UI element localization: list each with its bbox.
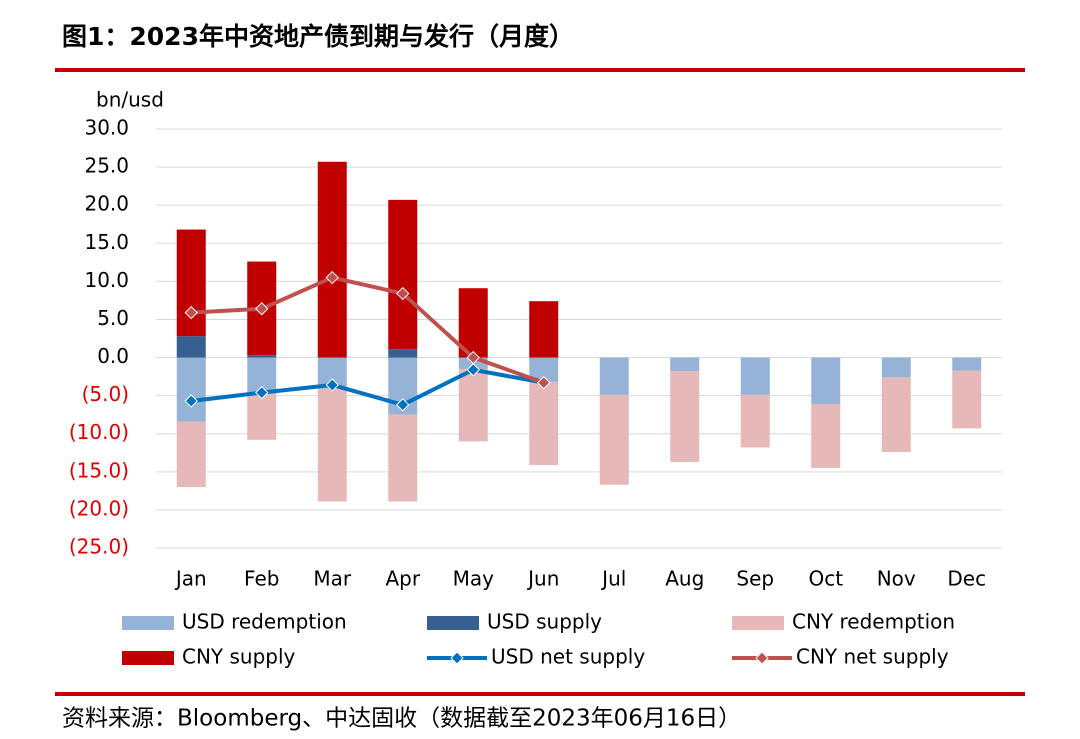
bar-segment bbox=[952, 357, 982, 371]
line-marker bbox=[466, 363, 480, 377]
x-tick-label: Jun bbox=[526, 567, 559, 591]
legend-swatch bbox=[427, 616, 479, 630]
y-tick-label: 15.0 bbox=[84, 230, 129, 254]
legend-label: CNY redemption bbox=[792, 610, 955, 634]
x-tick-label: May bbox=[453, 567, 495, 591]
y-tick-label: 5.0 bbox=[97, 306, 129, 330]
legend-swatch bbox=[122, 651, 174, 665]
x-tick-label: Jul bbox=[600, 567, 626, 591]
legend-label: CNY net supply bbox=[796, 645, 949, 669]
line-marker bbox=[184, 305, 198, 320]
line-marker bbox=[325, 270, 339, 285]
x-tick-label: Dec bbox=[947, 567, 986, 591]
bar-segment bbox=[599, 394, 629, 485]
chart-title: 图1：2023年中资地产债到期与发行（月度） bbox=[62, 22, 574, 51]
line-marker bbox=[396, 286, 410, 301]
y-axis-label: bn/usd bbox=[96, 88, 164, 112]
x-tick-label: Sep bbox=[736, 567, 774, 591]
bar-segment bbox=[388, 349, 418, 358]
legend-swatch bbox=[122, 616, 174, 630]
x-tick-label: Aug bbox=[665, 567, 704, 591]
bar-segment bbox=[458, 368, 488, 442]
bar-segment bbox=[952, 370, 982, 429]
line-marker bbox=[325, 378, 339, 392]
x-tick-label: Nov bbox=[877, 567, 916, 591]
bar-segment bbox=[176, 336, 206, 358]
bar-segment bbox=[176, 357, 206, 422]
legend-label: USD net supply bbox=[491, 645, 645, 669]
bar-segment bbox=[176, 421, 206, 488]
bar-segment bbox=[247, 392, 277, 440]
x-tick-label: Mar bbox=[313, 567, 352, 591]
series-line bbox=[191, 275, 545, 385]
legend-label: USD supply bbox=[487, 610, 602, 634]
bar-segment bbox=[811, 404, 841, 469]
y-tick-label: 0.0 bbox=[97, 344, 129, 368]
line-marker bbox=[255, 385, 269, 400]
y-tick-label: 25.0 bbox=[84, 154, 129, 178]
bar-segment bbox=[529, 301, 559, 358]
source-note: 资料来源：Bloomberg、中达固收（数据截至2023年06月16日） bbox=[62, 706, 741, 732]
x-tick-label: Feb bbox=[244, 567, 279, 591]
source-rule bbox=[55, 692, 1025, 696]
y-tick-label: (20.0) bbox=[69, 496, 129, 520]
line-marker bbox=[466, 350, 480, 365]
y-tick-label: (25.0) bbox=[69, 535, 129, 559]
bar-segment bbox=[388, 414, 418, 502]
y-tick-label: 20.0 bbox=[84, 192, 129, 216]
bar-segment bbox=[317, 161, 347, 358]
y-tick-label: 10.0 bbox=[84, 268, 129, 292]
bar-segment bbox=[740, 357, 770, 395]
legend-label: CNY supply bbox=[182, 645, 296, 669]
bar-segment bbox=[317, 388, 347, 502]
x-tick-label: Oct bbox=[808, 567, 843, 591]
bar-segment bbox=[599, 357, 629, 395]
bar-segment bbox=[176, 229, 206, 337]
legend-marker bbox=[755, 651, 769, 665]
bar-segment bbox=[881, 377, 911, 453]
x-tick-label: Jan bbox=[174, 567, 207, 591]
y-tick-label: (5.0) bbox=[82, 382, 129, 406]
title-rule bbox=[55, 68, 1025, 72]
bar-segment bbox=[881, 357, 911, 378]
bar-segment bbox=[529, 381, 559, 465]
y-tick-label: 30.0 bbox=[84, 116, 129, 140]
bar-segment bbox=[740, 394, 770, 448]
line-marker bbox=[255, 302, 269, 316]
bar-segment bbox=[670, 357, 700, 372]
line-marker bbox=[184, 394, 198, 408]
bar-segment bbox=[458, 288, 488, 358]
x-tick-label: Apr bbox=[385, 567, 420, 591]
line-marker bbox=[537, 375, 551, 390]
bar-segment bbox=[670, 371, 700, 462]
y-tick-label: (15.0) bbox=[69, 458, 129, 482]
legend-label: USD redemption bbox=[182, 610, 347, 634]
bar-segment bbox=[811, 357, 841, 405]
series-line bbox=[191, 367, 545, 407]
bar-segment bbox=[247, 355, 277, 358]
legend-swatch bbox=[732, 616, 784, 630]
line-marker bbox=[396, 398, 410, 412]
y-tick-label: (10.0) bbox=[69, 420, 129, 444]
bar-segment bbox=[388, 199, 418, 350]
legend-marker bbox=[450, 651, 464, 665]
